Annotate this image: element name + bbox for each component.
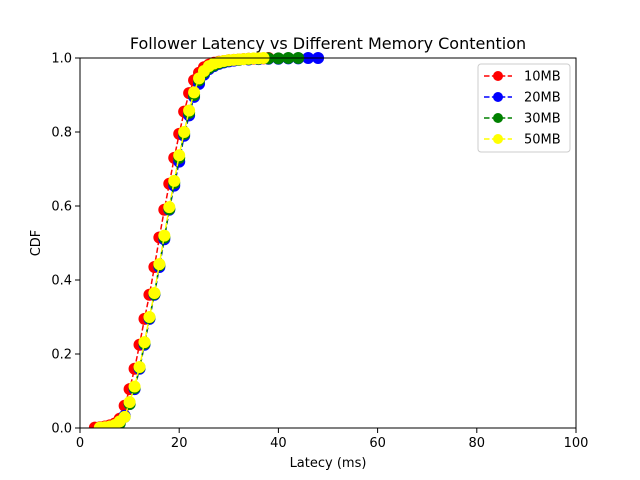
x-tick-label: 20 <box>171 436 188 451</box>
data-point-50mb <box>163 201 176 214</box>
chart-title: Follower Latency vs Different Memory Con… <box>130 34 526 53</box>
y-tick-label: 0.2 <box>51 348 72 363</box>
y-tick-label: 0.8 <box>51 126 72 141</box>
x-tick-label: 40 <box>270 436 287 451</box>
y-tick-label: 0.0 <box>51 422 72 437</box>
legend-item-30mb: 30MB <box>484 112 561 127</box>
y-axis: 0.0 0.2 0.4 0.6 0.8 1.0 <box>51 52 80 437</box>
legend-item-10mb: 10MB <box>484 70 561 85</box>
plot-frame <box>79 57 577 429</box>
data-point-50mb <box>153 258 166 271</box>
y-axis-title: CDF <box>29 230 44 257</box>
data-point-50mb <box>138 336 151 349</box>
data-point-50mb <box>168 174 181 187</box>
data-point-50mb <box>173 149 186 162</box>
series-50mb <box>93 52 270 428</box>
legend: 10MB 20MB 30MB 50MB <box>477 63 571 153</box>
legend-marker <box>493 134 503 144</box>
y-tick-label: 1.0 <box>51 52 72 67</box>
data-point-50mb <box>188 86 201 99</box>
plot-area <box>79 52 577 429</box>
data-point-50mb <box>143 311 156 323</box>
series-layer <box>88 52 325 428</box>
legend-item-20mb: 20MB <box>484 91 561 106</box>
data-point-50mb <box>128 380 141 393</box>
y-tick-label: 0.4 <box>51 274 72 289</box>
legend-label: 20MB <box>524 91 561 106</box>
legend-label: 10MB <box>524 70 561 85</box>
data-point-50mb <box>178 126 191 138</box>
legend-item-50mb: 50MB <box>484 133 561 148</box>
legend-frame <box>477 63 571 153</box>
data-point-50mb <box>133 360 146 373</box>
x-tick-label: 80 <box>469 436 486 451</box>
data-point-50mb <box>118 410 131 423</box>
x-tick-label: 0 <box>76 436 84 451</box>
data-point-50mb <box>158 229 171 242</box>
legend-label: 50MB <box>524 133 561 148</box>
x-axis-title: Latecy (ms) <box>290 456 367 471</box>
x-tick-label: 60 <box>369 436 386 451</box>
data-point-50mb <box>148 286 161 299</box>
x-tick-label: 100 <box>564 436 589 451</box>
legend-marker <box>493 71 503 81</box>
data-point-50mb <box>123 396 136 409</box>
legend-label: 30MB <box>524 112 561 127</box>
data-point-50mb <box>183 104 196 117</box>
x-axis: 0 20 40 60 80 100 <box>76 428 589 451</box>
legend-marker <box>493 92 503 102</box>
legend-marker <box>493 113 503 123</box>
y-tick-label: 0.6 <box>51 200 72 215</box>
